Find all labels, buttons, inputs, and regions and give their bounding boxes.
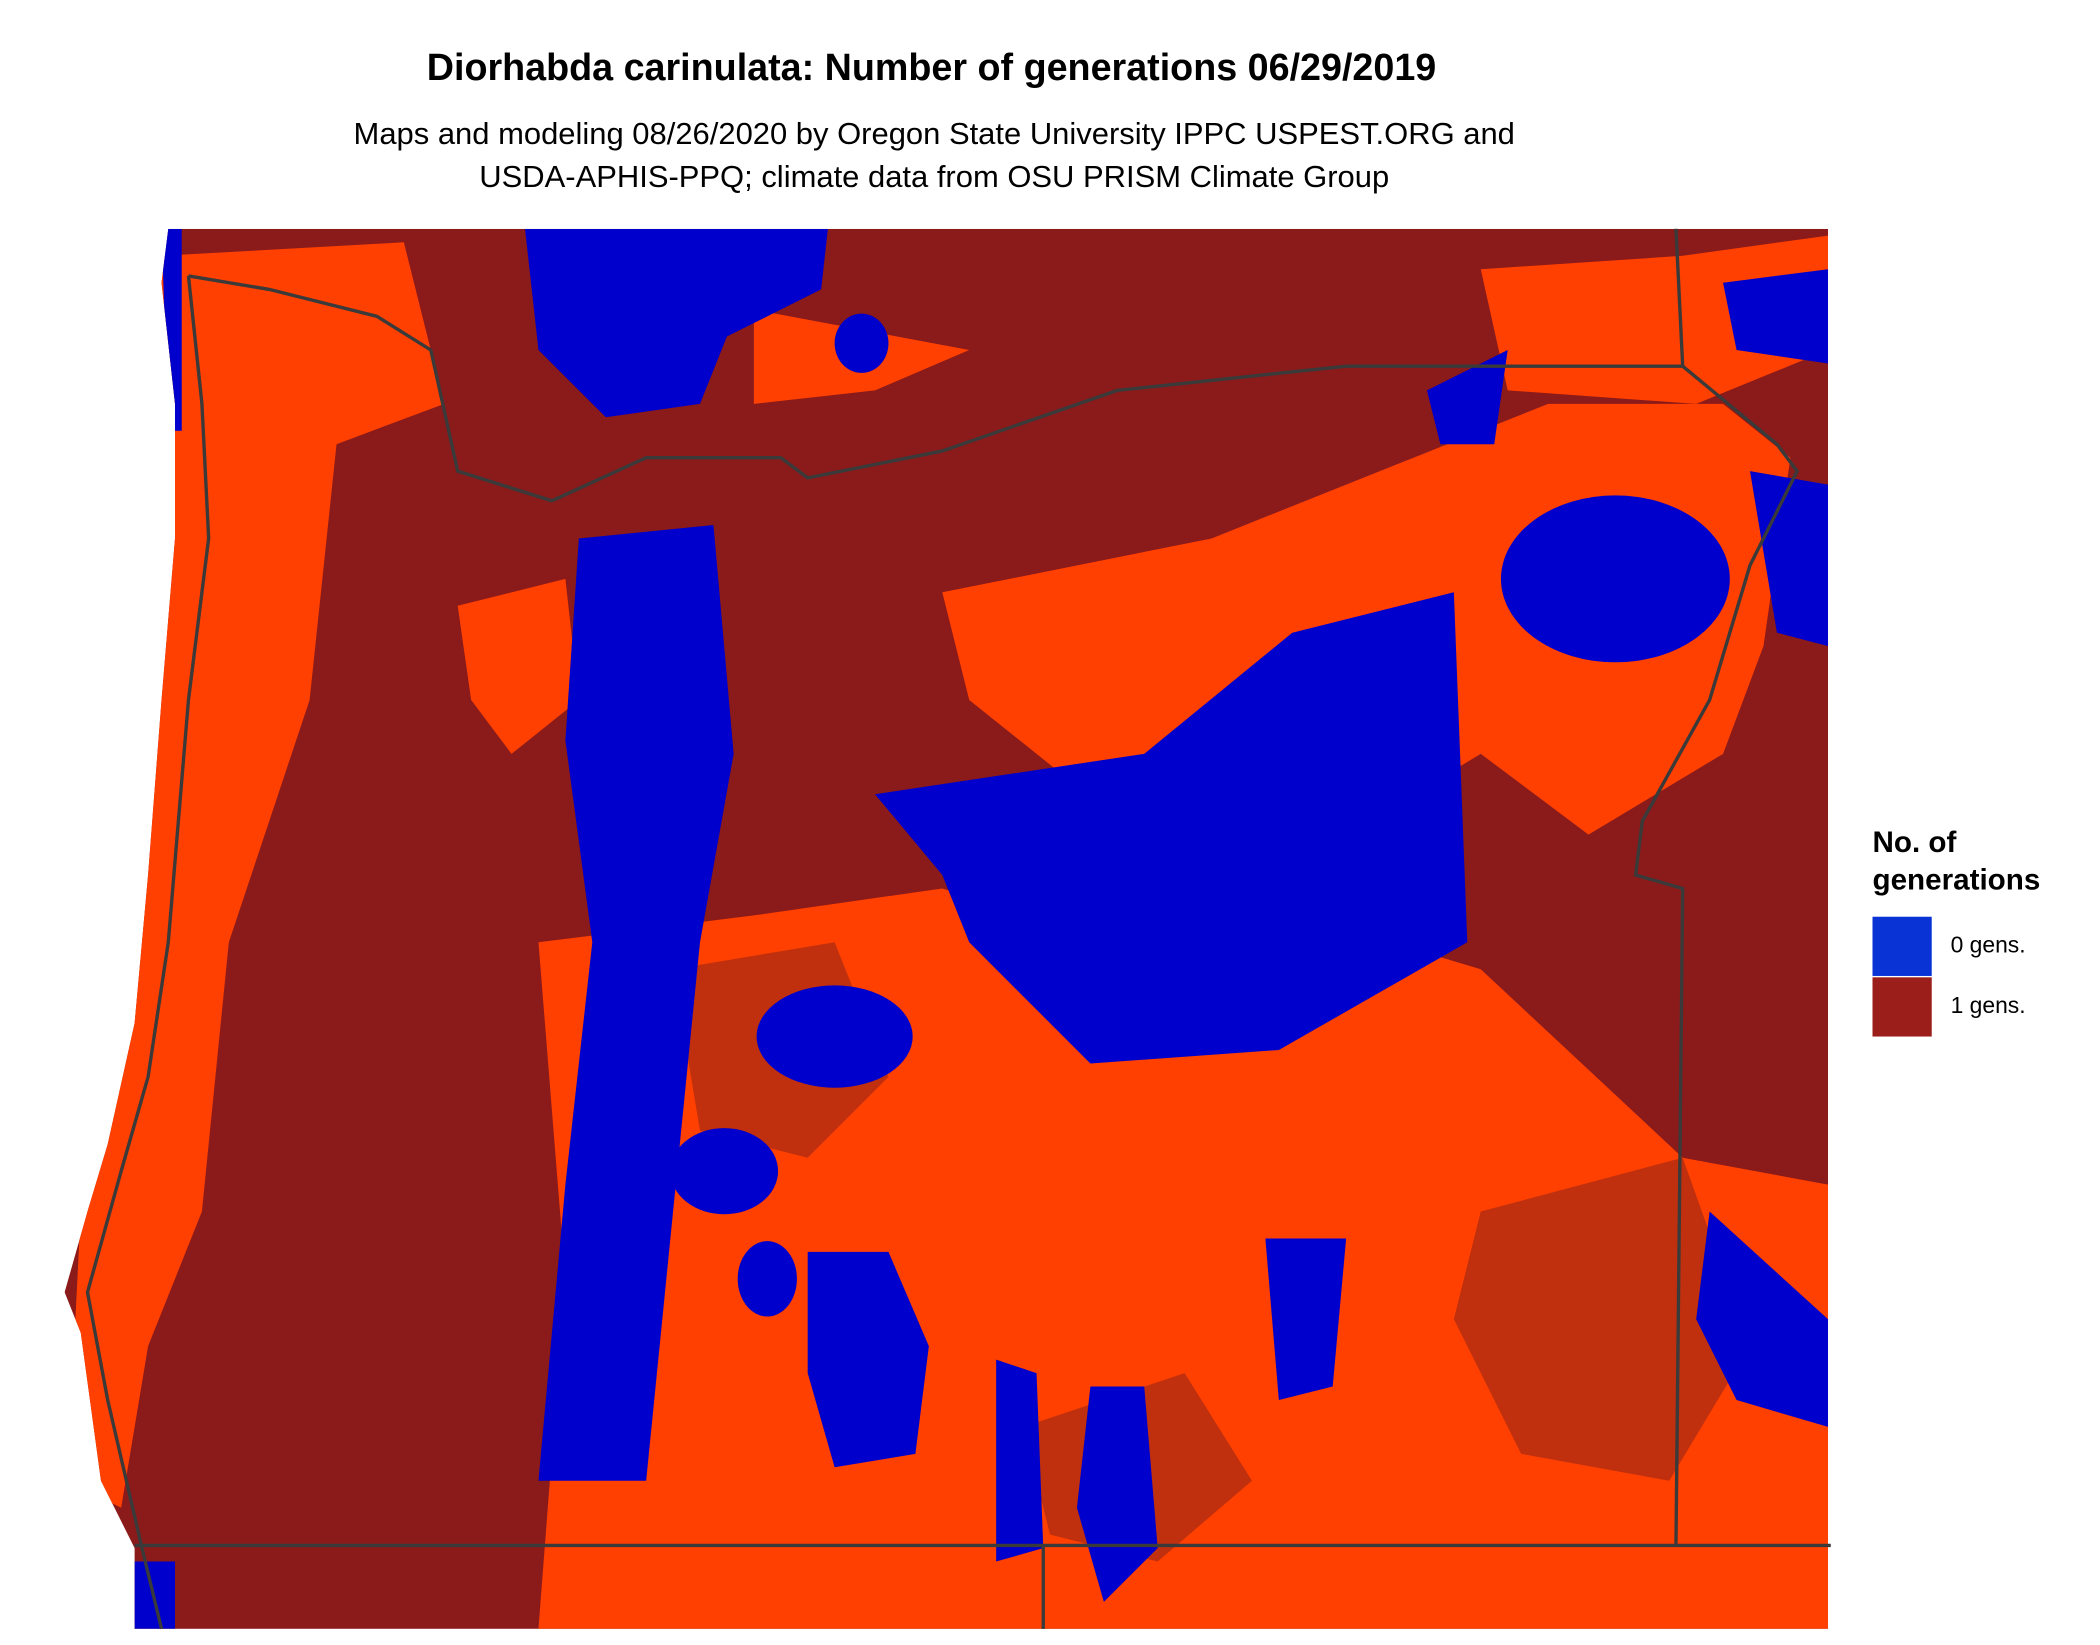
raster-map — [64, 228, 1829, 1629]
legend-title: No. of — [1873, 826, 1957, 859]
subtitle: Maps and modeling 08/26/2020 by Oregon S… — [354, 116, 1515, 151]
state-borders — [85, 228, 1831, 1630]
legend-label: 0 gens. — [1951, 931, 2026, 957]
legend-swatch — [1872, 916, 1932, 976]
subtitle: USDA-APHIS-PPQ; climate data from OSU PR… — [479, 159, 1389, 194]
legend: No. of generations 0 gens. 1 gens. — [1872, 826, 2041, 1037]
legend-swatch — [1872, 977, 1932, 1037]
map-title: Diorhabda carinulata: Number of generati… — [427, 46, 1437, 88]
legend-title: generations — [1873, 864, 2041, 897]
legend-label: 1 gens. — [1951, 992, 2026, 1018]
zero-generation-region — [134, 228, 1829, 1629]
